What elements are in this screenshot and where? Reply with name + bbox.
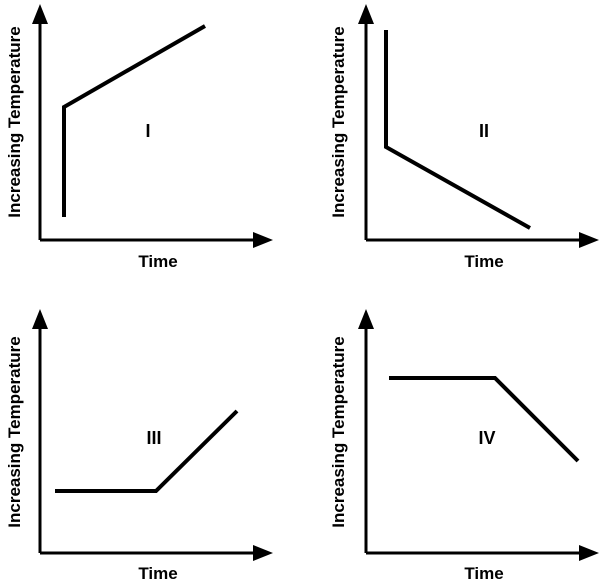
graph-label: II <box>479 121 489 141</box>
y-axis-arrow-icon <box>32 4 48 24</box>
y-axis-label: Increasing Temperature <box>329 336 348 527</box>
graph-label: I <box>145 121 150 141</box>
y-axis-arrow-icon <box>32 309 48 329</box>
x-axis-label: Time <box>464 252 503 271</box>
y-axis-label: Increasing Temperature <box>5 26 24 217</box>
x-axis-label: Time <box>138 252 177 271</box>
temperature-curve <box>389 376 580 463</box>
temperature-curve <box>55 409 239 493</box>
x-axis-arrow-icon <box>253 232 273 248</box>
x-axis-arrow-icon <box>579 232 599 248</box>
graph-panel-3: III Time Increasing Temperature <box>5 309 273 583</box>
temperature-curve <box>62 24 206 217</box>
y-axis-label: Increasing Temperature <box>329 26 348 217</box>
y-axis-label: Increasing Temperature <box>5 336 24 527</box>
temperature-curve <box>384 30 531 230</box>
graph-label: IV <box>478 428 495 448</box>
graph-label: III <box>146 428 161 448</box>
graph-panel-4: IV Time Increasing Temperature <box>329 309 599 583</box>
x-axis-label: Time <box>138 564 177 583</box>
x-axis-arrow-icon <box>579 545 599 561</box>
graph-panel-1: I Time Increasing Temperature <box>5 4 273 271</box>
x-axis-label: Time <box>464 564 503 583</box>
graph-panel-2: II Time Increasing Temperature <box>329 4 599 271</box>
y-axis-arrow-icon <box>358 309 374 329</box>
y-axis-arrow-icon <box>358 4 374 24</box>
x-axis-arrow-icon <box>253 545 273 561</box>
